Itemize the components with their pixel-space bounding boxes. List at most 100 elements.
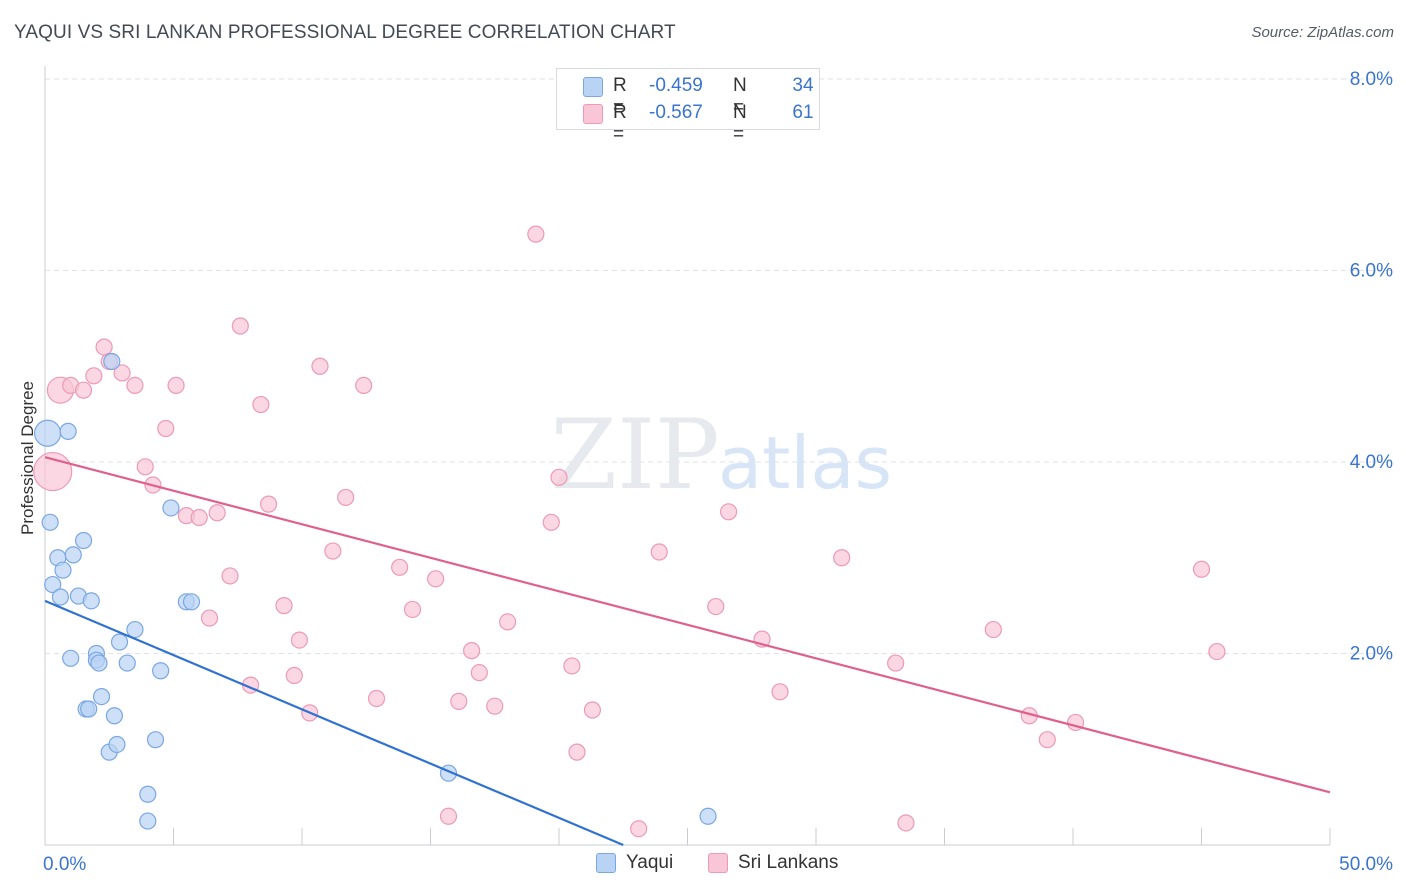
yaqui-point <box>74 531 93 550</box>
sri-lankans-point <box>470 664 488 682</box>
sri-lankans-point <box>200 609 219 627</box>
sri-lankans-point <box>95 338 113 356</box>
watermark-atlas: atlas <box>718 421 892 505</box>
n-label: N = <box>733 102 747 145</box>
sri-lankans-point <box>1208 642 1226 661</box>
sri-lankans-swatch <box>708 853 728 873</box>
n-value: 61 <box>792 102 814 123</box>
yaqui-point <box>62 649 80 667</box>
sri-lankans-point <box>190 508 208 527</box>
sri-lankans-point <box>887 654 905 672</box>
sri-lankans-point <box>707 597 725 616</box>
yaqui-point <box>92 687 111 706</box>
yaqui-point <box>182 593 201 611</box>
legend-label: Yaqui <box>626 852 674 873</box>
sri-lankans-point <box>563 657 581 675</box>
yaqui-point <box>54 561 72 579</box>
sri-lankans-point <box>463 642 481 660</box>
sri-lankans-point <box>324 542 342 560</box>
sri-lankans-point <box>984 620 1002 639</box>
n-label: N = <box>733 75 747 118</box>
watermark: ZIP atlas <box>550 399 892 511</box>
y-tick-label: 6.0% <box>1350 261 1393 282</box>
yaqui-point <box>103 352 121 371</box>
y-tick-label: 8.0% <box>1350 69 1393 90</box>
sri-lankans-point <box>221 567 239 585</box>
sri-lankans-point <box>285 666 303 685</box>
legend-label: Sri Lankans <box>738 852 839 873</box>
yaqui-point <box>82 592 100 610</box>
sri-lankans-point <box>897 814 915 832</box>
sri-lankans-point <box>568 743 586 761</box>
sri-lankans-trend-line <box>44 456 1331 794</box>
sri-lankans-point <box>833 549 851 567</box>
yaqui-point <box>80 700 98 718</box>
yaqui-point <box>139 812 157 830</box>
sri-lankans-point <box>583 701 602 719</box>
sri-lankans-point <box>367 689 386 708</box>
yaqui-point <box>105 707 123 725</box>
yaqui-point <box>44 575 62 594</box>
yaqui-trend-line <box>44 599 624 847</box>
yaqui-point <box>152 662 170 680</box>
yaqui-point <box>90 654 108 672</box>
sri-lankans-point <box>630 820 648 838</box>
sri-lankans-point <box>126 376 144 394</box>
yaqui-point <box>146 731 165 749</box>
sri-lankans-point <box>74 381 93 399</box>
x-tick-label: 0.0% <box>43 854 86 875</box>
y-tick-label: 4.0% <box>1350 452 1393 473</box>
chart-title: YAQUI VS SRI LANKAN PROFESSIONAL DEGREE … <box>14 22 676 43</box>
yaqui-point <box>118 654 136 672</box>
sri-lankans-point <box>527 225 545 243</box>
yaqui-point <box>59 422 77 440</box>
yaqui-point <box>110 633 129 651</box>
yaqui-point <box>64 546 82 564</box>
sri-lankans-point <box>208 504 226 522</box>
sri-lankans-point <box>355 376 373 394</box>
yaqui-point <box>126 620 144 639</box>
points-layer <box>33 225 1226 838</box>
sri-lankans-point <box>550 468 568 486</box>
sri-lankans-point <box>231 317 249 335</box>
r-label: R = <box>613 102 627 145</box>
sri-lankans-point <box>1038 731 1056 749</box>
sri-lankans-point <box>167 376 185 394</box>
yaqui-point <box>162 499 180 517</box>
sri-lankans-point <box>311 357 329 375</box>
n-value: 34 <box>792 75 814 96</box>
sri-lankans-point <box>427 570 445 588</box>
sri-lankans-point <box>157 419 175 438</box>
r-value: -0.567 <box>649 102 703 123</box>
yaqui-point <box>139 785 157 803</box>
sri-lankans-point <box>136 458 154 476</box>
yaqui-point <box>108 735 126 754</box>
sri-lankans-point <box>499 613 517 631</box>
y-tick-label: 2.0% <box>1350 644 1393 665</box>
tick-label-layer: 2.0% 4.0% 6.0% 8.0% 0.0% 50.0% <box>43 69 1393 875</box>
yaqui-point <box>33 419 62 447</box>
yaqui-point <box>41 513 59 531</box>
r-value: -0.459 <box>649 75 703 96</box>
sri-lankans-point <box>337 488 355 507</box>
trend-layer <box>44 456 1331 847</box>
yaqui-point <box>699 807 717 825</box>
yaqui-swatch <box>583 77 603 97</box>
sri-lankans-point <box>450 692 468 710</box>
sri-lankans-point <box>290 631 309 649</box>
grid-layer <box>45 78 1395 654</box>
x-tick-label: 50.0% <box>1339 854 1393 875</box>
sri-lankans-point <box>1192 560 1211 578</box>
sri-lankans-point <box>113 364 131 382</box>
sri-lankans-swatch <box>583 104 603 124</box>
yaqui-point <box>51 588 70 606</box>
sri-lankans-point <box>85 367 103 385</box>
r-label: R = <box>613 75 627 118</box>
sri-lankans-point <box>486 697 504 715</box>
sri-lankans-point <box>391 558 409 576</box>
watermark-zip: ZIP <box>550 399 719 511</box>
sri-lankans-point <box>439 807 458 825</box>
sri-lankans-point <box>275 597 293 615</box>
sri-lankans-point <box>720 503 738 521</box>
